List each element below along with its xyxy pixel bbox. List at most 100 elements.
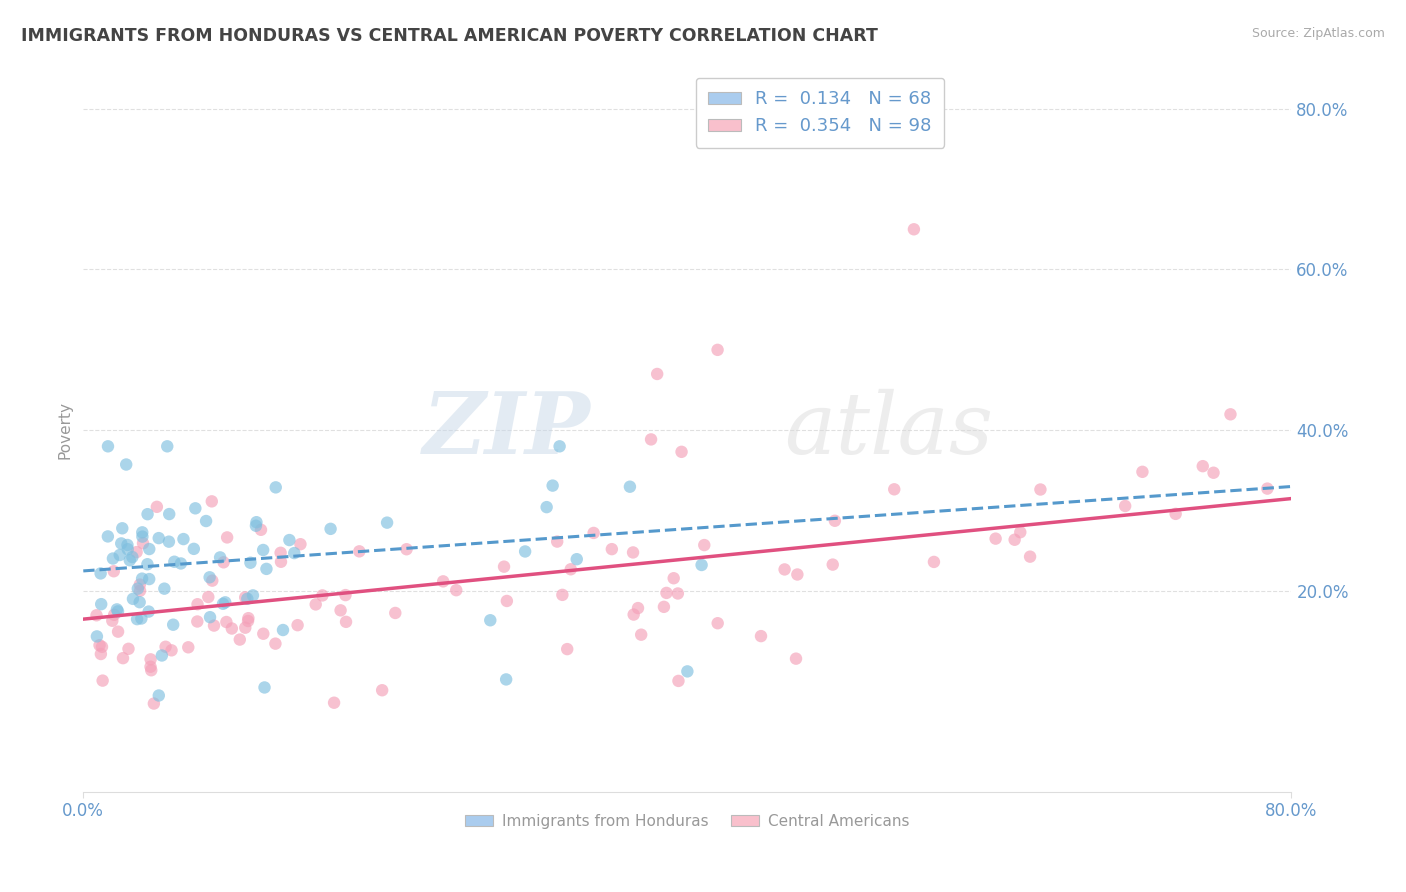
- Point: [238, 611, 260, 625]
- Point: [138, 542, 160, 557]
- Point: [270, 546, 292, 560]
- Point: [117, 542, 139, 557]
- Point: [270, 555, 292, 569]
- Point: [546, 534, 568, 549]
- Point: [645, 367, 668, 381]
- Point: [198, 570, 221, 584]
- Point: [290, 537, 312, 551]
- Point: [335, 615, 357, 629]
- Point: [110, 536, 132, 550]
- Point: [619, 480, 641, 494]
- Point: [101, 551, 124, 566]
- Point: [197, 590, 219, 604]
- Point: [97, 439, 120, 453]
- Point: [621, 545, 644, 559]
- Point: [139, 652, 162, 666]
- Point: [141, 663, 163, 677]
- Point: [785, 651, 807, 665]
- Point: [693, 538, 716, 552]
- Point: [91, 673, 114, 688]
- Point: [1019, 549, 1042, 564]
- Point: [103, 564, 125, 578]
- Point: [157, 534, 180, 549]
- Point: [91, 640, 114, 654]
- Point: [121, 549, 143, 564]
- Point: [183, 541, 205, 556]
- Point: [118, 553, 141, 567]
- Text: atlas: atlas: [785, 389, 993, 472]
- Point: [117, 641, 139, 656]
- Point: [101, 614, 124, 628]
- Point: [623, 607, 645, 622]
- Point: [264, 480, 287, 494]
- Point: [108, 548, 131, 562]
- Point: [221, 622, 243, 636]
- Point: [90, 647, 112, 661]
- Point: [105, 602, 128, 616]
- Point: [157, 507, 180, 521]
- Point: [630, 628, 652, 642]
- Point: [349, 544, 371, 558]
- Point: [1004, 533, 1026, 547]
- Point: [122, 591, 145, 606]
- Point: [479, 613, 502, 627]
- Point: [252, 626, 274, 640]
- Legend: Immigrants from Honduras, Central Americans: Immigrants from Honduras, Central Americ…: [460, 808, 915, 835]
- Point: [186, 597, 208, 611]
- Point: [89, 638, 111, 652]
- Point: [131, 530, 153, 544]
- Point: [690, 558, 713, 572]
- Point: [371, 683, 394, 698]
- Point: [111, 651, 134, 665]
- Point: [131, 611, 153, 625]
- Point: [252, 543, 274, 558]
- Point: [107, 624, 129, 639]
- Point: [706, 343, 728, 357]
- Point: [256, 562, 278, 576]
- Point: [1132, 465, 1154, 479]
- Point: [236, 591, 259, 606]
- Point: [245, 518, 267, 533]
- Point: [492, 559, 515, 574]
- Point: [640, 433, 662, 447]
- Point: [198, 610, 221, 624]
- Text: Source: ZipAtlas.com: Source: ZipAtlas.com: [1251, 27, 1385, 40]
- Point: [565, 552, 588, 566]
- Point: [229, 632, 252, 647]
- Point: [129, 583, 152, 598]
- Point: [444, 583, 467, 598]
- Point: [335, 588, 357, 602]
- Point: [97, 529, 120, 543]
- Point: [153, 582, 176, 596]
- Point: [142, 697, 165, 711]
- Point: [128, 595, 150, 609]
- Point: [125, 612, 148, 626]
- Point: [323, 696, 346, 710]
- Point: [676, 665, 699, 679]
- Point: [1114, 499, 1136, 513]
- Y-axis label: Poverty: Poverty: [58, 401, 72, 459]
- Point: [195, 514, 218, 528]
- Point: [117, 538, 139, 552]
- Point: [384, 606, 406, 620]
- Point: [1010, 525, 1032, 540]
- Point: [395, 542, 418, 557]
- Point: [773, 562, 796, 576]
- Point: [749, 629, 772, 643]
- Point: [128, 577, 150, 591]
- Point: [652, 599, 675, 614]
- Point: [217, 530, 239, 544]
- Point: [495, 594, 517, 608]
- Point: [239, 556, 262, 570]
- Point: [655, 586, 678, 600]
- Point: [1164, 507, 1187, 521]
- Point: [922, 555, 945, 569]
- Point: [903, 222, 925, 236]
- Point: [172, 532, 194, 546]
- Point: [253, 681, 276, 695]
- Point: [1191, 459, 1213, 474]
- Point: [212, 555, 235, 569]
- Point: [821, 558, 844, 572]
- Point: [170, 557, 193, 571]
- Point: [162, 617, 184, 632]
